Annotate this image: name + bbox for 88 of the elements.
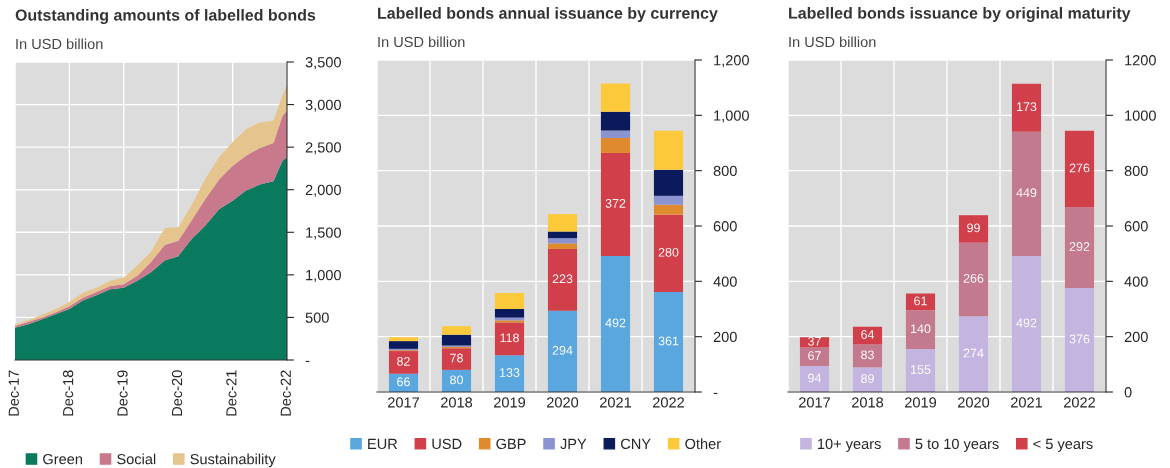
y-tick-label: 2,500 xyxy=(305,142,341,155)
data-label: 274 xyxy=(963,348,984,358)
y-tick-label: 1,200 xyxy=(714,55,749,68)
data-label: 140 xyxy=(911,324,931,334)
y-tick-label: 1000 xyxy=(1125,110,1156,121)
x-tick-label: 2018 xyxy=(441,397,473,408)
y-tick-label: 200 xyxy=(713,331,737,343)
y-tick-label: 200 xyxy=(1124,331,1148,343)
x-tick-label: 2020 xyxy=(958,397,990,408)
chart-title: Labelled bonds annual issuance by currency xyxy=(378,7,718,22)
x-tick-label: Dec-20 xyxy=(171,370,183,416)
y-tick-label: 1,000 xyxy=(714,110,749,123)
legend-label: GBP xyxy=(496,438,526,450)
legend-label: 5 to 10 years xyxy=(915,438,999,452)
x-tick-label: Dec-21 xyxy=(226,370,237,416)
data-label: 66 xyxy=(397,377,410,387)
legend-label: < 5 years xyxy=(1033,438,1093,452)
x-tick-label: 2018 xyxy=(852,397,884,408)
data-label: 280 xyxy=(658,247,679,257)
data-label: 449 xyxy=(1016,188,1037,198)
legend-label: CNY xyxy=(621,438,651,450)
x-tick-label: Dec-19 xyxy=(117,370,128,416)
y-tick-label: 800 xyxy=(1124,165,1148,177)
data-label: 89 xyxy=(861,374,874,384)
data-label: 376 xyxy=(1069,334,1090,344)
legend-label: Social xyxy=(117,453,156,465)
data-label: 118 xyxy=(500,333,519,343)
data-label: 492 xyxy=(1016,318,1037,328)
x-tick-label: Dec-18 xyxy=(62,370,74,416)
x-tick-label: Dec-17 xyxy=(8,370,19,416)
legend-label: USD xyxy=(432,438,462,450)
y-tick-label: 3,000 xyxy=(305,99,341,112)
data-label: 266 xyxy=(963,273,984,283)
y-tick-label: 500 xyxy=(305,312,329,323)
y-tick-label: - xyxy=(713,392,718,394)
data-label: 83 xyxy=(861,350,874,360)
chart-title: Outstanding amounts of labelled bonds xyxy=(15,9,316,24)
data-label: 82 xyxy=(397,356,410,366)
data-label: 94 xyxy=(808,373,822,383)
x-tick-label: 2017 xyxy=(799,397,830,408)
data-label: 37 xyxy=(808,336,821,346)
y-tick-label: - xyxy=(305,360,310,362)
data-label: 78 xyxy=(450,353,463,363)
y-tick-label: 1,500 xyxy=(306,227,341,240)
y-tick-label: 600 xyxy=(1124,221,1148,232)
legend-label: 10+ years xyxy=(818,438,881,452)
y-tick-label: 400 xyxy=(713,276,737,287)
legend-label: Other xyxy=(685,438,721,450)
data-label: 492 xyxy=(605,318,626,328)
data-label: 294 xyxy=(552,345,573,355)
chart-subtitle: In USD billion xyxy=(16,38,103,50)
y-tick-label: 3,500 xyxy=(305,57,341,70)
data-label: 372 xyxy=(605,198,626,208)
x-tick-label: 2019 xyxy=(494,397,526,408)
data-label: 64 xyxy=(861,330,875,339)
x-tick-label: 2021 xyxy=(600,397,632,408)
y-tick-label: 2,000 xyxy=(305,184,341,197)
y-tick-label: 800 xyxy=(713,165,737,177)
y-tick-label: 1,000 xyxy=(306,269,341,283)
y-tick-label: 600 xyxy=(713,221,737,232)
data-label: 155 xyxy=(911,365,931,374)
x-tick-label: 2022 xyxy=(653,397,684,408)
x-tick-label: 2021 xyxy=(1011,397,1043,408)
data-label: 99 xyxy=(967,223,980,233)
chart-title: Labelled bonds issuance by original maturity xyxy=(789,7,1131,22)
data-label: 67 xyxy=(808,351,821,361)
x-tick-label: 2020 xyxy=(547,397,579,408)
data-label: 276 xyxy=(1069,163,1090,173)
chart-subtitle: In USD billion xyxy=(378,36,465,48)
legend-label: JPY xyxy=(560,438,587,450)
legend-label: EUR xyxy=(368,438,398,450)
data-label: 133 xyxy=(500,368,520,377)
data-label: 292 xyxy=(1069,242,1090,251)
data-label: 173 xyxy=(1017,102,1037,112)
legend-label: Sustainability xyxy=(190,453,276,468)
y-tick-label: 0 xyxy=(1124,387,1132,398)
x-tick-label: Dec-22 xyxy=(280,370,291,416)
x-tick-label: 2019 xyxy=(905,397,937,408)
y-tick-label: 400 xyxy=(1124,276,1148,287)
data-label: 80 xyxy=(450,375,463,385)
x-tick-label: 2022 xyxy=(1064,397,1095,408)
x-tick-label: 2017 xyxy=(388,397,419,408)
legend-label: Green xyxy=(43,453,82,465)
data-label: 223 xyxy=(552,274,573,284)
data-label: 61 xyxy=(914,296,927,306)
y-tick-label: 1200 xyxy=(1125,55,1156,66)
data-label: 361 xyxy=(658,336,679,346)
chart-subtitle: In USD billion xyxy=(789,36,876,48)
